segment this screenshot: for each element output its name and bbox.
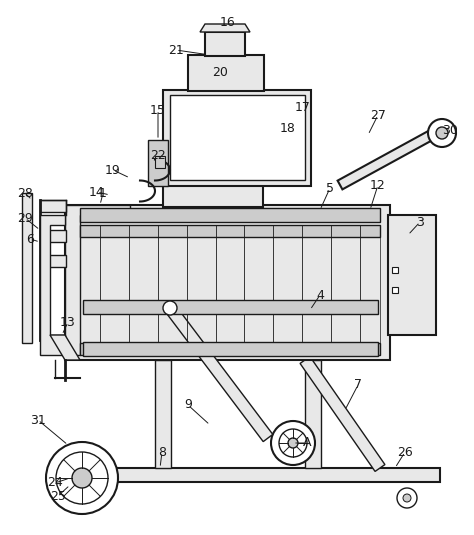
Text: 29: 29 (17, 211, 33, 225)
Bar (83, 300, 378, 314)
Text: 3: 3 (416, 216, 424, 228)
Text: A: A (303, 437, 311, 449)
Bar (65, 205, 390, 360)
Circle shape (436, 127, 448, 139)
Text: 17: 17 (295, 101, 311, 113)
Bar (40, 200, 66, 212)
Bar (170, 95, 305, 180)
Text: 1: 1 (99, 187, 107, 200)
Text: 8: 8 (158, 446, 166, 458)
Bar (80, 225, 380, 355)
Polygon shape (65, 205, 130, 355)
Text: 21: 21 (168, 43, 184, 57)
Circle shape (397, 488, 417, 508)
Text: 4: 4 (316, 288, 324, 302)
Text: 16: 16 (220, 16, 236, 28)
Bar (155, 360, 171, 468)
Text: 26: 26 (397, 446, 413, 458)
Bar (22, 193, 32, 343)
Polygon shape (40, 215, 65, 355)
Circle shape (428, 119, 456, 147)
Text: 27: 27 (370, 109, 386, 121)
Text: 22: 22 (150, 149, 166, 162)
Text: 6: 6 (26, 233, 34, 246)
Text: 25: 25 (50, 490, 66, 502)
Bar (205, 32, 245, 56)
Bar (40, 230, 66, 242)
Text: 15: 15 (150, 103, 166, 117)
Polygon shape (281, 431, 305, 455)
Bar (80, 225, 380, 237)
Text: 14: 14 (89, 186, 105, 198)
Bar (392, 287, 398, 293)
Circle shape (403, 494, 411, 502)
Text: 9: 9 (184, 399, 192, 411)
Polygon shape (337, 128, 438, 189)
Circle shape (72, 468, 92, 488)
Bar (68, 468, 440, 482)
Circle shape (163, 301, 177, 315)
Text: 5: 5 (326, 181, 334, 195)
Bar (163, 185, 263, 207)
Circle shape (279, 429, 307, 457)
Bar (388, 215, 436, 335)
Circle shape (46, 442, 118, 514)
Text: 7: 7 (354, 378, 362, 392)
Bar (305, 360, 321, 468)
Bar (155, 156, 165, 168)
Polygon shape (300, 357, 385, 471)
Text: 12: 12 (370, 179, 386, 192)
Bar (163, 90, 311, 186)
Circle shape (288, 438, 298, 448)
Bar (83, 342, 378, 356)
Text: 18: 18 (280, 121, 296, 134)
Bar (148, 140, 168, 186)
Text: 24: 24 (47, 477, 63, 490)
Circle shape (271, 421, 315, 465)
Polygon shape (200, 24, 250, 32)
Polygon shape (50, 335, 80, 360)
Text: 28: 28 (17, 187, 33, 200)
Text: 19: 19 (105, 164, 121, 177)
Polygon shape (165, 304, 273, 441)
Text: 30: 30 (442, 124, 458, 136)
Bar (80, 343, 380, 355)
Bar (392, 267, 398, 273)
Bar (40, 255, 66, 267)
Bar (188, 55, 264, 91)
Text: 20: 20 (212, 65, 228, 79)
Text: 13: 13 (60, 316, 76, 328)
Bar (80, 208, 380, 222)
Circle shape (56, 452, 108, 504)
Text: 31: 31 (30, 414, 46, 426)
